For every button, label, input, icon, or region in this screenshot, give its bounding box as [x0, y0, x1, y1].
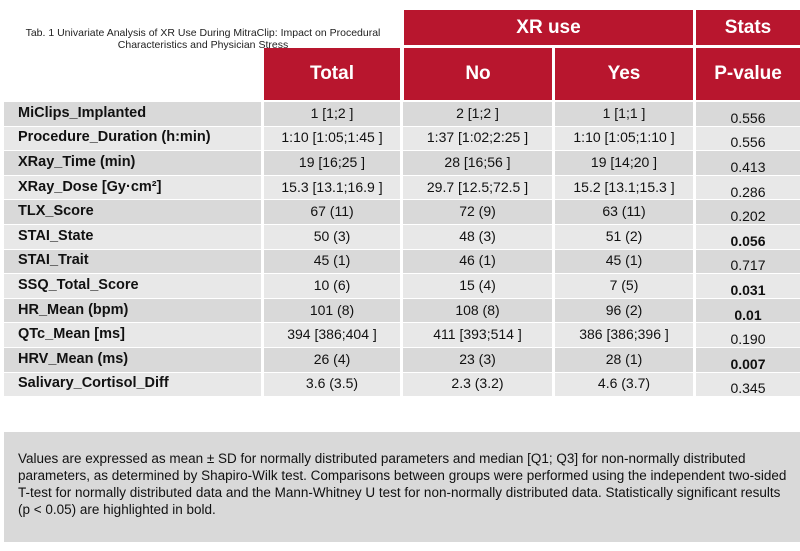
cell-total: 50 (3)	[264, 224, 403, 249]
cell-pvalue: 0.556	[696, 102, 800, 126]
footnote-panel: Values are expressed as mean ± SD for no…	[4, 432, 800, 542]
row-label: HRV_Mean (ms)	[4, 347, 264, 372]
cell-pvalue: 0.286	[696, 175, 800, 200]
row-label: HR_Mean (bpm)	[4, 298, 264, 323]
cell-no: 46 (1)	[403, 249, 555, 274]
cell-pvalue: 0.413	[696, 151, 800, 175]
header-pvalue: P-value	[696, 48, 800, 100]
cell-yes: 96 (2)	[555, 298, 696, 323]
row-label: STAI_Trait	[4, 249, 264, 274]
cell-pvalue: 0.007	[696, 347, 800, 372]
table-row: QTc_Mean [ms] 394 [386;404 ] 411 [393;514 …	[4, 323, 800, 348]
cell-yes: 15.2 [13.1;15.3 ]	[555, 175, 696, 200]
table-row: XRay_Time (min) 19 [16;25 ] 28 [16;56 ] 19 …	[4, 151, 800, 176]
cell-pvalue: 0.345	[696, 372, 800, 396]
cell-yes: 4.6 (3.7)	[555, 372, 696, 397]
row-label: QTc_Mean [ms]	[4, 323, 264, 347]
cell-no: 411 [393;514 ]	[403, 323, 555, 347]
cell-total: 67 (11)	[264, 200, 403, 224]
cell-yes: 45 (1)	[555, 249, 696, 274]
cell-yes: 7 (5)	[555, 274, 696, 298]
cell-yes: 386 [386;396 ]	[555, 323, 696, 347]
cell-total: 1 [1;2 ]	[264, 102, 403, 126]
row-label: Salivary_Cortisol_Diff	[4, 372, 264, 397]
table-caption: Tab. 1 Univariate Analysis of XR Use Dur…	[25, 27, 381, 51]
cell-pvalue: 0.717	[696, 249, 800, 273]
cell-total: 1:10 [1:05;1:45 ]	[264, 126, 403, 151]
header-total: Total	[264, 48, 400, 100]
cell-total: 394 [386;404 ]	[264, 323, 403, 347]
header-total-label: Total	[310, 63, 354, 84]
data-table: MiClips_Implanted 1 [1;2 ] 2 [1;2 ] 1 [1;1 …	[4, 102, 800, 398]
cell-pvalue: 0.556	[696, 126, 800, 150]
cell-no: 1:37 [1:02;2:25 ]	[403, 126, 555, 151]
cell-no: 28 [16;56 ]	[403, 151, 555, 175]
table-row: Procedure_Duration (h:min) 1:10 [1:05;1:4…	[4, 126, 800, 152]
cell-yes: 28 (1)	[555, 347, 696, 372]
table-row: Salivary_Cortisol_Diff 3.6 (3.5) 2.3 (3.2)…	[4, 372, 800, 398]
cell-total: 15.3 [13.1;16.9 ]	[264, 175, 403, 200]
table-row: STAI_Trait 45 (1) 46 (1) 45 (1) 0.717	[4, 249, 800, 275]
row-label: SSQ_Total_Score	[4, 274, 264, 298]
cell-no: 23 (3)	[403, 347, 555, 372]
cell-yes: 1 [1;1 ]	[555, 102, 696, 126]
table-row: HR_Mean (bpm) 101 (8) 108 (8) 96 (2) 0.01	[4, 298, 800, 324]
header-yes-label: Yes	[607, 63, 641, 84]
footnote-text: Values are expressed as mean ± SD for no…	[18, 451, 787, 517]
cell-total: 101 (8)	[264, 298, 403, 323]
cell-no: 29.7 [12.5;72.5 ]	[403, 175, 555, 200]
cell-no: 2.3 (3.2)	[403, 372, 555, 397]
header-group-stats: Stats	[696, 10, 800, 45]
header-no-label: No	[465, 63, 491, 84]
cell-total: 26 (4)	[264, 347, 403, 372]
cell-total: 10 (6)	[264, 274, 403, 298]
cell-total: 3.6 (3.5)	[264, 372, 403, 397]
cell-pvalue: 0.01	[696, 298, 800, 323]
cell-yes: 63 (11)	[555, 200, 696, 224]
row-label: XRay_Time (min)	[4, 151, 264, 175]
row-label: XRay_Dose [Gy·cm²]	[4, 175, 264, 200]
cell-total: 19 [16;25 ]	[264, 151, 403, 175]
row-label: Procedure_Duration (h:min)	[4, 126, 264, 151]
header-no: No	[404, 48, 552, 100]
table-row: TLX_Score 67 (11) 72 (9) 63 (11) 0.202	[4, 200, 800, 225]
header-group-xr-use: XR use	[404, 10, 693, 45]
header-yes: Yes	[555, 48, 693, 100]
row-label: MiClips_Implanted	[4, 102, 264, 126]
cell-yes: 51 (2)	[555, 224, 696, 249]
cell-pvalue: 0.031	[696, 274, 800, 298]
cell-no: 72 (9)	[403, 200, 555, 224]
header-group-xr-use-label: XR use	[516, 16, 581, 38]
cell-no: 2 [1;2 ]	[403, 102, 555, 126]
cell-pvalue: 0.202	[696, 200, 800, 224]
header-group-stats-label: Stats	[724, 16, 772, 38]
cell-pvalue: 0.190	[696, 323, 800, 347]
header-pvalue-label: P-value	[714, 63, 782, 84]
table-row: SSQ_Total_Score 10 (6) 15 (4) 7 (5) 0.031	[4, 274, 800, 299]
cell-yes: 1:10 [1:05;1:10 ]	[555, 126, 696, 151]
table-row: MiClips_Implanted 1 [1;2 ] 2 [1;2 ] 1 [1;1 …	[4, 102, 800, 127]
table-row: XRay_Dose [Gy·cm²] 15.3 [13.1;16.9 ] 29.7 …	[4, 175, 800, 201]
cell-pvalue: 0.056	[696, 224, 800, 249]
table-row: HRV_Mean (ms) 26 (4) 23 (3) 28 (1) 0.007	[4, 347, 800, 373]
cell-no: 108 (8)	[403, 298, 555, 323]
table-row: STAI_State 50 (3) 48 (3) 51 (2) 0.056	[4, 224, 800, 250]
row-label: TLX_Score	[4, 200, 264, 224]
cell-total: 45 (1)	[264, 249, 403, 274]
cell-no: 15 (4)	[403, 274, 555, 298]
row-label: STAI_State	[4, 224, 264, 249]
cell-yes: 19 [14;20 ]	[555, 151, 696, 175]
cell-no: 48 (3)	[403, 224, 555, 249]
